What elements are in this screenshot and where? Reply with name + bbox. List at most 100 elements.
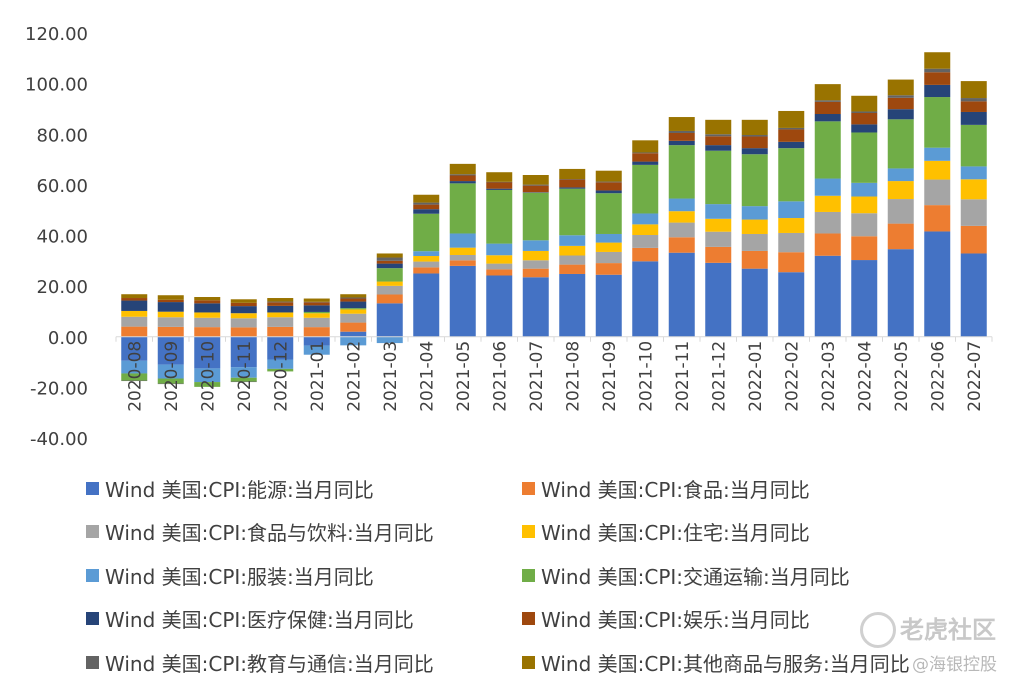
bar-segment: [851, 95, 878, 112]
bar-segment: [668, 252, 695, 337]
bar-segment: [267, 368, 294, 372]
bar-segment: [376, 260, 403, 264]
bar-segment: [632, 261, 659, 337]
bar-segment: [741, 250, 768, 269]
bar-segment: [194, 297, 221, 301]
bar-segment: [376, 253, 403, 258]
bar-segment: [814, 255, 841, 337]
bar-segment: [194, 368, 221, 383]
bar-segment: [668, 198, 695, 212]
bar-segment: [376, 263, 403, 269]
bar-segment: [340, 301, 367, 309]
bar-segment: [705, 246, 732, 263]
bar-segment: [559, 235, 586, 246]
x-category-label: 2021-06: [490, 341, 510, 412]
bar-segment: [121, 316, 148, 327]
bar-segment: [230, 302, 257, 307]
bar-segment: [303, 302, 330, 306]
x-category-label: 2021-03: [381, 341, 401, 412]
bar-segment: [595, 233, 622, 243]
bar-segment: [705, 136, 732, 146]
legend-swatch: [522, 568, 535, 582]
bar-segment: [303, 311, 330, 314]
legend-item: Wind 美国:CPI:娱乐:当月同比: [522, 605, 810, 633]
x-category-label: 2022-02: [782, 341, 802, 412]
bar-segment: [924, 72, 951, 85]
x-axis-labels: 2020-08 2020-09 2020-10 2020-11 2020-12 2021-…: [125, 341, 985, 412]
legend-swatch: [522, 655, 535, 669]
y-tick-label: 0.00: [48, 328, 88, 349]
bar-segment: [705, 204, 732, 219]
bar-segment: [632, 152, 659, 154]
x-category-label: 2020-08: [125, 341, 145, 412]
bar-segment: [230, 313, 257, 319]
bar-segment: [303, 313, 330, 318]
bar-segment: [668, 145, 695, 199]
bar-segment: [486, 172, 513, 182]
bar-segment: [413, 202, 440, 205]
x-category-label: 2021-11: [673, 341, 693, 412]
bar-segment: [668, 117, 695, 131]
x-category-label: 2022-05: [892, 341, 912, 412]
x-category-label: 2020-10: [198, 341, 218, 412]
bar-segment: [960, 98, 987, 102]
bar-segment: [157, 378, 184, 384]
bar-segment: [705, 134, 732, 137]
bar-segment: [705, 145, 732, 151]
bar-segment: [486, 189, 513, 244]
bar-segment: [559, 187, 586, 189]
bar-segment: [705, 218, 732, 232]
x-category-label: 2021-05: [454, 341, 474, 412]
x-category-label: 2022-03: [819, 341, 839, 412]
bar-segment: [267, 298, 294, 302]
x-category-label: 2021-08: [563, 341, 583, 412]
bar-segment: [449, 175, 476, 182]
bar-segment: [340, 297, 367, 299]
bar-segment: [413, 204, 440, 210]
bar-segment: [778, 148, 805, 202]
bar-segment: [559, 245, 586, 256]
bar-segment: [705, 150, 732, 205]
bar-segment: [960, 199, 987, 226]
watermark-brand: 老虎社区: [900, 616, 996, 644]
x-category-label: 2022-01: [746, 341, 766, 412]
bar-segment: [632, 140, 659, 153]
legend-swatch: [86, 481, 99, 495]
bar-segment: [887, 109, 914, 120]
bar-segment: [814, 100, 841, 102]
x-category-label: 2022-04: [855, 341, 875, 412]
bar-segment: [121, 360, 148, 374]
x-axis: [115, 336, 993, 342]
y-tick-label: 100.00: [25, 75, 88, 96]
bar-segment: [814, 101, 841, 114]
bar-segment: [960, 225, 987, 254]
y-tick-label: 60.00: [36, 176, 88, 197]
bar-segment: [376, 257, 403, 261]
bar-segment: [522, 260, 549, 269]
bar-segment: [376, 294, 403, 304]
bar-segment: [522, 250, 549, 261]
bar-segment: [741, 148, 768, 155]
bar-segment: [376, 285, 403, 295]
bar-segment: [741, 135, 768, 137]
bar-segment: [267, 301, 294, 303]
bar-segment: [157, 326, 184, 337]
bar-segment: [851, 213, 878, 237]
bar-segment: [851, 112, 878, 125]
bar-segment: [814, 121, 841, 179]
bar-segment: [778, 127, 805, 130]
bar-segment: [230, 306, 257, 314]
bar-segment: [267, 326, 294, 337]
bar-segment: [887, 199, 914, 224]
bar-segment: [814, 233, 841, 256]
bar-segment: [157, 295, 184, 300]
bar-segment: [851, 182, 878, 197]
bar-segment: [303, 301, 330, 303]
bar-segment: [449, 260, 476, 266]
watermark-account: @海银控股: [912, 655, 997, 675]
bar-segment: [814, 195, 841, 212]
bar-segment: [267, 302, 294, 306]
bar-segment: [340, 309, 367, 314]
bar-segment: [778, 129, 805, 142]
y-tick-label: -40.00: [30, 429, 88, 450]
